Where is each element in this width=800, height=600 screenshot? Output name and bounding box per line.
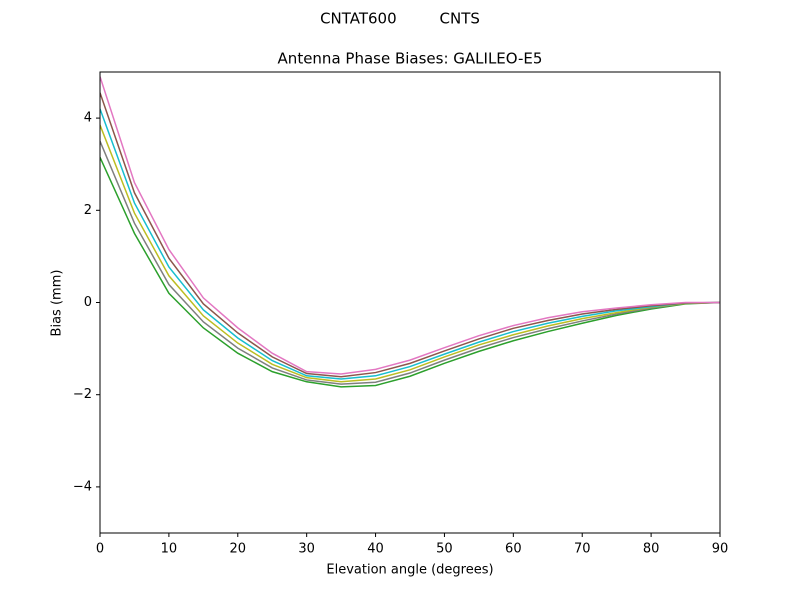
x-tick-label: 90 [712, 542, 729, 557]
plot-frame [99, 71, 721, 534]
series-line [100, 76, 720, 375]
series-line [100, 124, 720, 383]
series-line [100, 92, 720, 378]
x-tick-label: 60 [505, 542, 522, 557]
x-tick-label: 10 [161, 542, 178, 557]
series-line [100, 156, 720, 388]
x-tick-label: 50 [436, 542, 453, 557]
series-line [100, 108, 720, 380]
x-tick-label: 20 [230, 542, 247, 557]
x-tick-label: 80 [643, 542, 660, 557]
x-tick-label: 30 [298, 542, 315, 557]
x-tick-label: 70 [574, 542, 591, 557]
y-tick-label: 0 [84, 295, 92, 310]
y-tick-label: 4 [84, 111, 92, 126]
chart-title: Antenna Phase Biases: GALILEO-E5 [278, 50, 543, 68]
series-line [100, 140, 720, 385]
y-axis-label: Bias (mm) [50, 270, 65, 337]
y-tick-label: −2 [73, 387, 92, 402]
x-tick-label: 40 [367, 542, 384, 557]
suptitle: CNTAT600 CNTS [320, 10, 480, 28]
y-tick-label: −4 [73, 479, 92, 494]
y-tick-label: 2 [84, 203, 92, 218]
x-axis-label: Elevation angle (degrees) [326, 563, 493, 578]
x-tick-label: 0 [96, 542, 104, 557]
